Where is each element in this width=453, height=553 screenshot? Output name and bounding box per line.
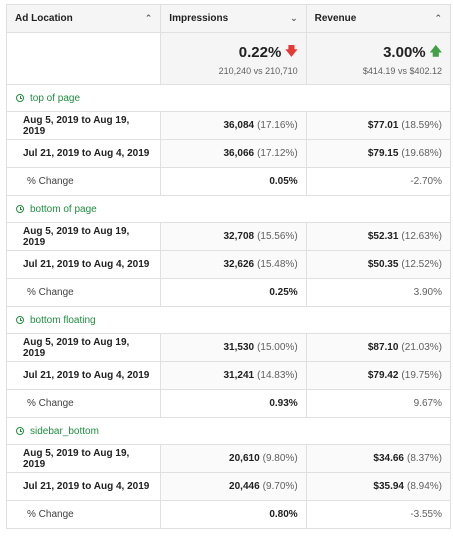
table-row: Jul 21, 2019 to Aug 4, 2019 20,446 (9.70%… — [7, 473, 450, 501]
impressions-cell: 31,241 (14.83%) — [161, 362, 307, 389]
date-range: Aug 5, 2019 to Aug 19, 2019 — [7, 112, 162, 139]
revenue-cell: $79.15 (19.68%) — [306, 140, 450, 167]
date-range: Aug 5, 2019 to Aug 19, 2019 — [7, 334, 162, 361]
ad-location-column-header[interactable]: Ad Location ⌃ — [7, 5, 162, 32]
revenue-percent-change: -3.55% — [410, 509, 442, 520]
ad-location-header-label: Ad Location — [15, 13, 73, 24]
revenue-percent-change: 9.67% — [413, 398, 442, 409]
impressions-cell: 32,708 (15.56%) — [161, 223, 307, 250]
revenue-cell: $79.42 (19.75%) — [306, 362, 450, 389]
table-row: Jul 21, 2019 to Aug 4, 2019 31,241 (14.83… — [7, 362, 450, 390]
percent-change-row: % Change 0.80% -3.55% — [7, 501, 450, 529]
impressions-cell: 31,530 (15.00%) — [161, 334, 307, 361]
percent-change-label: % Change — [7, 501, 162, 528]
revenue-cell: $34.66 (8.37%) — [306, 445, 450, 472]
group-name: sidebar_bottom — [30, 425, 99, 437]
group-name: bottom of page — [30, 203, 97, 215]
revenue-comparison: $414.19 vs $402.12 — [362, 65, 442, 76]
percent-change-label: % Change — [7, 390, 162, 417]
group-header[interactable]: top of page — [7, 85, 450, 112]
table-header: Ad Location ⌃ Impressions ⌄ Revenue ⌃ — [7, 5, 450, 33]
sort-icon[interactable]: ⌃ — [434, 13, 442, 23]
table-row: Aug 5, 2019 to Aug 19, 2019 36,084 (17.16… — [7, 112, 450, 140]
table-row: Jul 21, 2019 to Aug 4, 2019 36,066 (17.12… — [7, 140, 450, 168]
ad-location-group: sidebar_bottom Aug 5, 2019 to Aug 19, 20… — [7, 418, 450, 529]
table-row: Jul 21, 2019 to Aug 4, 2019 32,626 (15.48… — [7, 251, 450, 279]
group-name: top of page — [30, 92, 81, 104]
date-range: Jul 21, 2019 to Aug 4, 2019 — [7, 473, 162, 500]
date-range: Aug 5, 2019 to Aug 19, 2019 — [7, 223, 162, 250]
revenue-column-header[interactable]: Revenue ⌃ — [307, 5, 450, 32]
impressions-cell: 20,610 (9.80%) — [161, 445, 307, 472]
date-range: Jul 21, 2019 to Aug 4, 2019 — [7, 251, 162, 278]
group-list: top of page Aug 5, 2019 to Aug 19, 2019 … — [7, 85, 450, 529]
percent-change-row: % Change 0.05% -2.70% — [7, 168, 450, 196]
date-range: Aug 5, 2019 to Aug 19, 2019 — [7, 445, 162, 472]
impressions-cell: 20,446 (9.70%) — [161, 473, 307, 500]
impressions-comparison: 210,240 vs 210,710 — [218, 65, 298, 76]
arrow-down-icon: 🡇 — [285, 43, 298, 58]
revenue-cell: $35.94 (8.94%) — [306, 473, 450, 500]
ad-location-group: top of page Aug 5, 2019 to Aug 19, 2019 … — [7, 85, 450, 196]
percent-change-label: % Change — [7, 279, 162, 306]
impressions-percent-change: 0.93% — [161, 390, 307, 417]
revenue-cell: $87.10 (21.03%) — [306, 334, 450, 361]
impressions-cell: 36,084 (17.16%) — [161, 112, 307, 139]
revenue-change-pct: 3.00% — [383, 43, 426, 61]
clock-icon — [16, 205, 24, 213]
impressions-cell: 32,626 (15.48%) — [161, 251, 307, 278]
clock-icon — [16, 427, 24, 435]
date-range: Jul 21, 2019 to Aug 4, 2019 — [7, 362, 162, 389]
table-row: Aug 5, 2019 to Aug 19, 2019 31,530 (15.00… — [7, 334, 450, 362]
impressions-percent-change: 0.25% — [161, 279, 307, 306]
chevron-down-icon[interactable]: ⌄ — [290, 13, 298, 23]
summary-row: 0.22% 🡇 210,240 vs 210,710 3.00% 🡅 $414.… — [7, 33, 450, 85]
table-row: Aug 5, 2019 to Aug 19, 2019 20,610 (9.80%… — [7, 445, 450, 473]
percent-change-row: % Change 0.25% 3.90% — [7, 279, 450, 307]
impressions-column-header[interactable]: Impressions ⌄ — [161, 5, 307, 32]
report-table: Ad Location ⌃ Impressions ⌄ Revenue ⌃ 0.… — [6, 4, 451, 529]
revenue-cell: $52.31 (12.63%) — [306, 223, 450, 250]
impressions-cell: 36,066 (17.12%) — [161, 140, 307, 167]
revenue-cell: $77.01 (18.59%) — [306, 112, 450, 139]
sort-icon[interactable]: ⌃ — [144, 13, 153, 23]
group-header[interactable]: bottom of page — [7, 196, 450, 223]
revenue-header-label: Revenue — [314, 13, 357, 24]
impressions-percent-change: 0.05% — [161, 168, 307, 195]
revenue-cell: $50.35 (12.52%) — [306, 251, 450, 278]
impressions-percent-change: 0.80% — [161, 501, 307, 528]
impressions-header-label: Impressions — [169, 13, 229, 24]
revenue-percent-change: -2.70% — [410, 176, 442, 187]
arrow-up-icon: 🡅 — [429, 43, 442, 58]
table-row: Aug 5, 2019 to Aug 19, 2019 32,708 (15.56… — [7, 223, 450, 251]
ad-location-group: bottom floating Aug 5, 2019 to Aug 19, 2… — [7, 307, 450, 418]
group-header[interactable]: sidebar_bottom — [7, 418, 450, 445]
group-header[interactable]: bottom floating — [7, 307, 450, 334]
percent-change-row: % Change 0.93% 9.67% — [7, 390, 450, 418]
percent-change-label: % Change — [7, 168, 162, 195]
group-name: bottom floating — [30, 314, 96, 326]
revenue-percent-change: 3.90% — [413, 287, 442, 298]
clock-icon — [16, 94, 24, 102]
summary-empty-cell — [7, 33, 162, 84]
date-range: Jul 21, 2019 to Aug 4, 2019 — [7, 140, 162, 167]
ad-location-group: bottom of page Aug 5, 2019 to Aug 19, 20… — [7, 196, 450, 307]
impressions-change-pct: 0.22% — [238, 43, 282, 61]
revenue-summary: 3.00% 🡅 $414.19 vs $402.12 — [306, 33, 450, 84]
impressions-summary: 0.22% 🡇 210,240 vs 210,710 — [161, 33, 307, 84]
clock-icon — [16, 316, 24, 324]
